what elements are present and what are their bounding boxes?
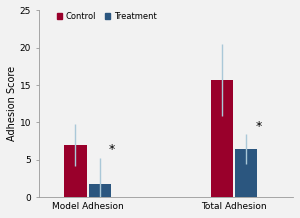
- Y-axis label: Adhesion Score: Adhesion Score: [7, 66, 17, 141]
- Text: *: *: [255, 120, 262, 133]
- Bar: [211, 80, 233, 197]
- Text: *: *: [109, 143, 115, 156]
- Bar: [235, 149, 257, 197]
- Bar: [64, 145, 87, 197]
- Bar: [89, 184, 111, 197]
- Legend: Control, Treatment: Control, Treatment: [56, 11, 157, 22]
